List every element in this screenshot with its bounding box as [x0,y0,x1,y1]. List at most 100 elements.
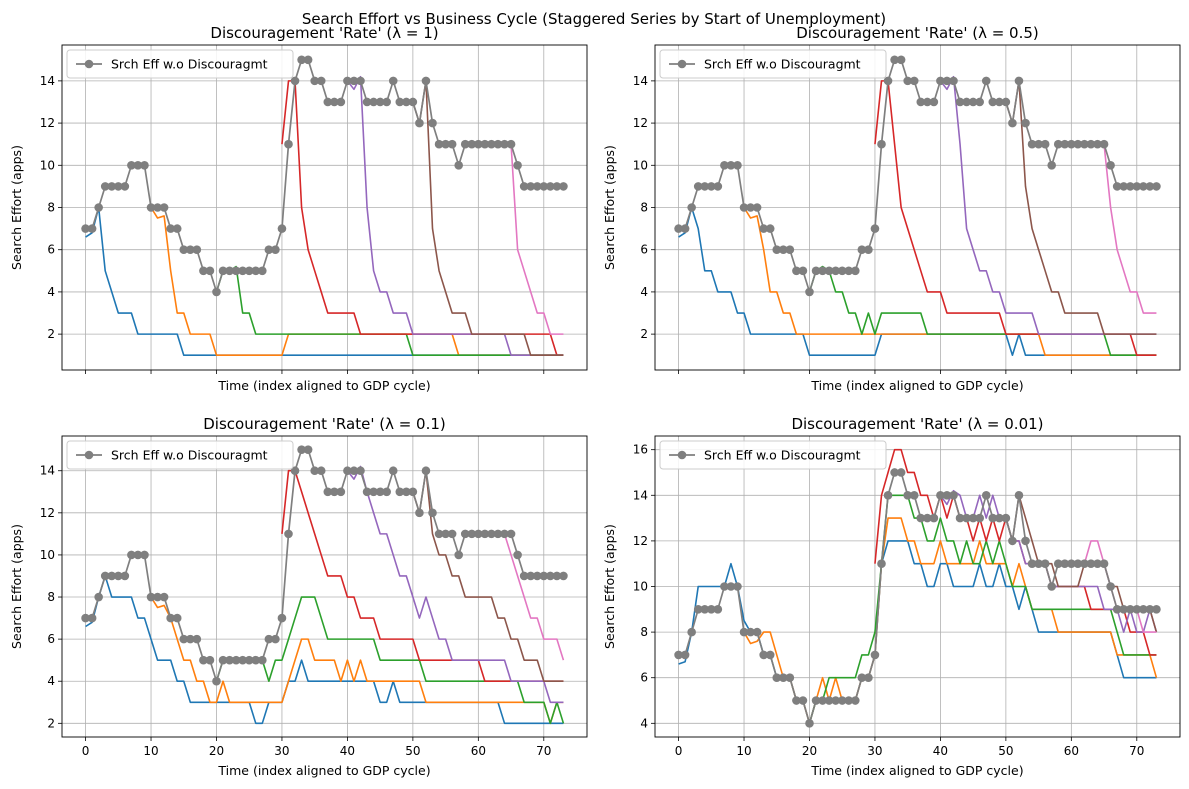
baseline-marker [916,97,926,107]
subplot-2: 2 4 6 8 10 12 14 Discouragement 'Rate' (λ = 0.5… [602,24,1181,393]
baseline-marker [100,571,110,581]
baseline-marker [1073,139,1083,149]
baseline-marker [205,266,215,276]
series-group [81,445,568,725]
baseline-marker [772,673,782,683]
baseline-marker [995,97,1004,107]
baseline-marker [785,245,795,255]
baseline-marker [831,266,840,276]
baseline-marker [857,245,867,255]
baseline-marker [1080,139,1089,149]
y-tick-label: 14 [633,74,648,88]
legend-marker [84,59,94,69]
baseline-marker [1027,559,1037,568]
series-line-6 [412,80,564,357]
baseline-marker [172,613,182,623]
legend: Srch Eff w.o Discouragmt [659,440,887,470]
y-tick-label: 6 [640,243,648,257]
baseline-marker [1040,559,1050,568]
baseline-marker [1119,605,1129,614]
x-tick-label: 50 [405,744,420,758]
y-tick-label: 6 [47,243,55,257]
baseline-marker [395,487,405,497]
baseline-marker [1125,182,1135,191]
baseline-marker [903,76,912,86]
legend: Srch Eff w.o Discouragmt [66,49,294,79]
baseline-marker [251,266,261,276]
baseline-marker [277,224,287,233]
axes: 0 10 20 30 40 50 60 70 4 6 8 10 12 14 16 [633,443,1145,758]
baseline-marker [186,634,195,644]
baseline-marker [936,76,945,86]
x-tick-label: 10 [143,744,158,758]
y-tick-label: 8 [47,201,55,215]
baseline-marker [500,139,509,149]
baseline-marker [238,655,247,665]
baseline-marker [1067,559,1076,568]
baseline-marker [837,696,847,705]
x-tick-label: 30 [274,744,289,758]
baseline-marker [172,224,182,233]
baseline-marker [506,139,516,149]
y-tick-label: 8 [640,201,648,215]
baseline-marker [107,182,117,191]
baseline-marker [981,490,991,500]
axes-frame [654,435,1181,738]
baseline-marker [779,673,788,683]
baseline-marker [362,97,372,107]
baseline-marker [1040,139,1050,149]
baseline-marker [192,245,202,255]
y-tick-label: 16 [633,443,648,457]
baseline-marker [284,139,293,149]
baseline-marker [133,160,143,170]
baseline-marker [258,655,267,665]
legend-box [659,49,887,79]
baseline-marker [1132,605,1142,614]
subplot-1: 2 4 6 8 10 12 14 Discouragement 'Rate' (λ = 1) T… [9,24,588,393]
baseline-marker [330,487,339,497]
baseline-marker [225,266,234,276]
baseline-marker [434,529,444,539]
baseline-marker [264,634,274,644]
subplot-title: Discouragement 'Rate' (λ = 0.01) [791,415,1043,433]
baseline-marker [349,466,359,476]
baseline-marker [968,97,978,107]
baseline-marker [693,182,703,191]
baseline-marker [1067,139,1076,149]
baseline-marker [883,76,893,86]
baseline-marker [244,655,254,665]
baseline-marker [962,97,971,107]
baseline-marker [759,224,768,233]
y-axis-label: Search Effort (apps) [9,145,24,270]
baseline-marker [805,287,814,297]
legend-marker [84,450,94,460]
baseline-marker [726,160,736,170]
baseline-marker [713,182,723,191]
x-tick-label: 10 [736,744,751,758]
baseline-marker [693,605,703,614]
subplot-title: Discouragement 'Rate' (λ = 1) [210,24,438,42]
baseline-marker [811,266,821,276]
baseline-marker [506,529,516,539]
baseline-marker [415,118,424,128]
y-tick-label: 4 [640,716,648,730]
baseline-marker [388,76,398,86]
x-axis-label: Time (index aligned to GDP cycle) [217,378,430,393]
baseline-marker [487,139,496,149]
baseline-marker [824,696,834,705]
baseline-marker [896,468,906,477]
baseline-marker [310,76,319,86]
y-tick-label: 10 [40,158,55,172]
baseline-marker [81,613,90,623]
baseline-marker [1014,76,1024,86]
baseline-marker [792,266,801,276]
baseline-marker [700,605,710,614]
baseline-marker [739,627,749,637]
baseline-marker [159,592,169,602]
baseline-marker [546,571,555,581]
baseline-marker [765,224,775,233]
baseline-marker [864,673,873,683]
x-tick-label: 20 [209,744,224,758]
baseline-marker [1152,605,1161,614]
